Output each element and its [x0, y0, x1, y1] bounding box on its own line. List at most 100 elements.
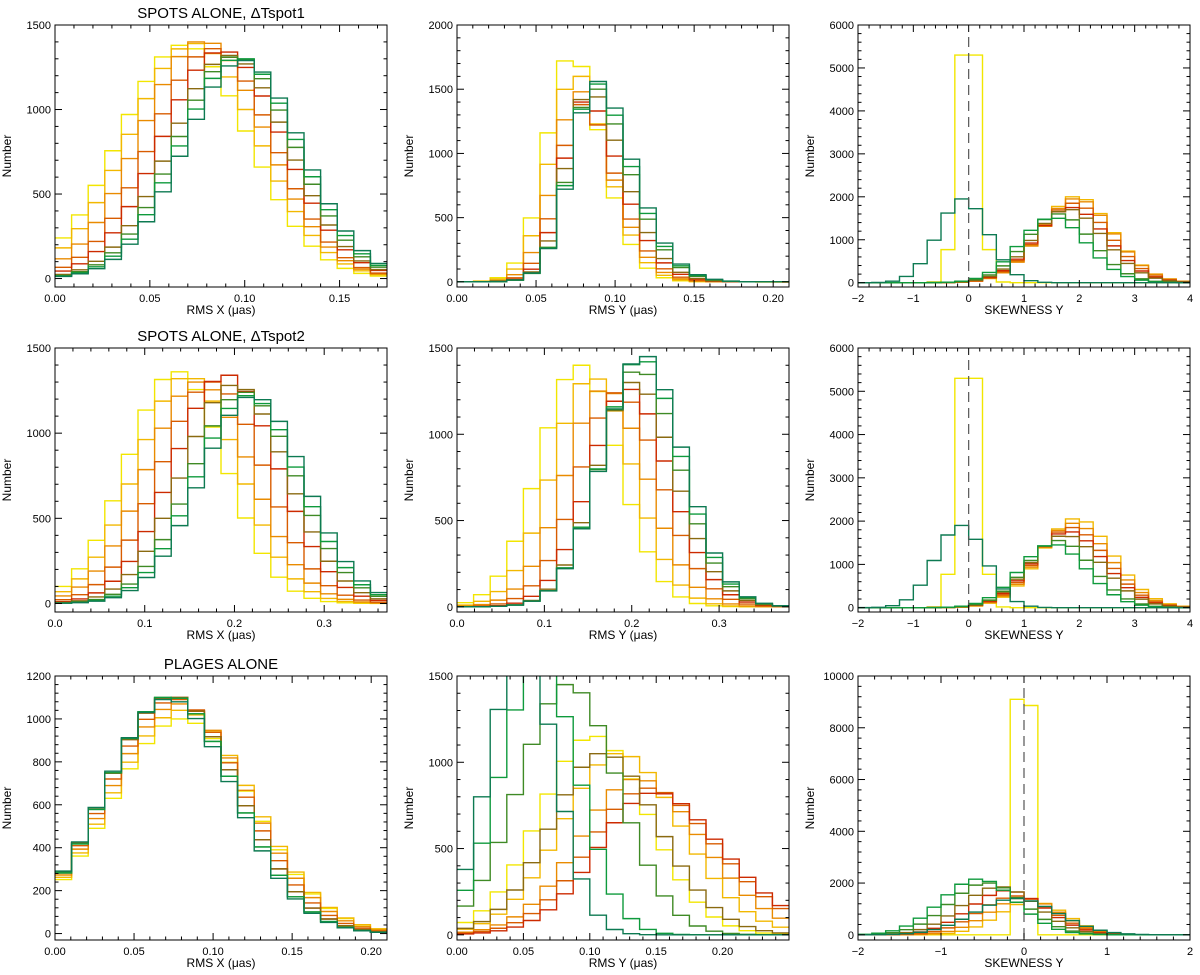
y-tick-label: 0: [447, 930, 453, 942]
panel-title: SPOTS ALONE, ΔTspot2: [137, 328, 305, 345]
y-tick-label: 1000: [27, 105, 51, 117]
y-tick-label: 500: [33, 189, 51, 201]
y-tick-label: 1000: [429, 757, 453, 769]
plot-frame: [456, 347, 790, 613]
x-tick-label: 1: [1021, 293, 1027, 305]
y-tick-label: 1500: [429, 343, 453, 355]
x-axis-label: RMS X (μas): [187, 628, 256, 642]
x-axis-label: RMS X (μas): [187, 303, 256, 317]
y-tick-label: 1500: [27, 20, 51, 32]
histogram-series-1: [457, 752, 789, 930]
x-tick-label: 0.00: [44, 293, 65, 305]
histogram-series-4: [55, 374, 387, 603]
x-tick-label: 0.1: [137, 618, 152, 630]
y-tick-label: 5000: [830, 386, 854, 398]
y-axis-label: Number: [803, 459, 817, 502]
histogram-series-8: [858, 198, 1190, 284]
x-tick-label: 0.0: [47, 618, 62, 630]
y-tick-label: 4000: [830, 430, 854, 442]
x-tick-label: −1: [907, 293, 920, 305]
y-tick-label: 0: [447, 602, 453, 614]
x-tick-label: 0.15: [281, 946, 302, 958]
x-tick-label: 0.20: [712, 946, 733, 958]
y-tick-label: 0: [45, 598, 51, 610]
x-tick-label: −2: [852, 293, 865, 305]
y-tick-label: 1000: [27, 714, 51, 726]
y-tick-label: 2000: [429, 20, 453, 32]
y-axis-label: Number: [0, 459, 14, 502]
y-tick-label: 0: [45, 929, 51, 941]
plot-frame: [54, 675, 388, 941]
x-tick-label: 2: [1187, 946, 1193, 958]
histogram-series-1: [457, 378, 789, 608]
x-tick-label: −2: [852, 946, 865, 958]
y-tick-label: 6000: [830, 775, 854, 787]
x-tick-label: 0.10: [234, 293, 255, 305]
y-tick-label: 1000: [429, 148, 453, 160]
y-axis-label: Number: [402, 459, 416, 502]
histogram-series-5: [457, 752, 789, 934]
x-axis-label: SKEWNESS Y: [984, 628, 1063, 642]
y-axis-label: Number: [803, 787, 817, 830]
chart-panel-p31: 0.00 0.05 0.10 0.15 0.20 0 200 400 600 800 1000 120…: [0, 656, 388, 970]
y-tick-label: 3000: [830, 149, 854, 161]
y-tick-label: 2000: [830, 516, 854, 528]
histogram-series-8: [55, 59, 387, 278]
x-tick-label: 4: [1187, 293, 1193, 305]
y-tick-label: 1000: [830, 559, 854, 571]
chart-panel-p23: −2 −1 0 1 2 3 4 0 1000 2000 3000 4000 5000 6000 SKEWNE…: [803, 343, 1193, 642]
x-tick-label: 1: [1104, 946, 1110, 958]
y-tick-label: 0: [447, 277, 453, 289]
histogram-series-7: [858, 217, 1190, 284]
y-tick-label: 1000: [830, 235, 854, 247]
plot-frame: [54, 347, 388, 613]
y-axis-label: Number: [402, 787, 416, 830]
x-tick-label: 4: [1187, 618, 1193, 630]
y-axis-label: Number: [0, 787, 14, 830]
chart-panel-p33: −2 −1 0 1 2 0 2000 4000 6000 8000 10000 SKEWNESS Y N…: [803, 671, 1193, 970]
x-tick-label: 2: [1076, 293, 1082, 305]
histogram-group: [858, 377, 1190, 609]
chart-panel-p11: 0.00 0.05 0.10 0.15 0 500 1000 1500 RMS X (μas) N…: [0, 5, 388, 317]
chart-panel-p32: 0.00 0.05 0.10 0.15 0.20 0 500 1000 1500 RMS Y (μ…: [402, 671, 790, 970]
x-tick-label: 3: [1132, 293, 1138, 305]
chart-panel-p22: 0.0 0.1 0.2 0.3 0 500 1000 1500 RMS Y (μas) Numbe…: [402, 343, 790, 642]
x-axis-label: SKEWNESS Y: [984, 303, 1063, 317]
x-tick-label: 0.00: [446, 946, 467, 958]
y-tick-label: 8000: [830, 723, 854, 735]
x-tick-label: 0.15: [645, 946, 666, 958]
y-tick-label: 500: [435, 844, 453, 856]
histogram-series-6: [457, 683, 789, 936]
panel-title: PLAGES ALONE: [164, 656, 278, 673]
histogram-series-8: [55, 396, 387, 604]
x-tick-label: 3: [1132, 618, 1138, 630]
x-tick-label: 0.3: [317, 618, 332, 630]
y-axis-label: Number: [803, 135, 817, 178]
y-tick-label: 800: [33, 757, 51, 769]
y-tick-label: 5000: [830, 63, 854, 75]
y-tick-label: 6000: [830, 343, 854, 355]
y-tick-label: 2000: [830, 878, 854, 890]
x-tick-label: 0.10: [202, 946, 223, 958]
histogram-group: [55, 41, 387, 278]
plot-frame: [54, 24, 388, 288]
x-axis-label: RMS Y (μas): [589, 628, 657, 642]
x-tick-label: 0.3: [711, 618, 726, 630]
y-tick-label: 0: [848, 930, 854, 942]
y-tick-label: 500: [435, 516, 453, 528]
x-tick-label: 0.15: [329, 293, 350, 305]
y-tick-label: 1000: [27, 428, 51, 440]
x-tick-label: 0: [1021, 946, 1027, 958]
y-tick-label: 0: [45, 274, 51, 286]
y-tick-label: 400: [33, 843, 51, 855]
histogram-series-5: [55, 384, 387, 604]
panel-title: SPOTS ALONE, ΔTspot1: [137, 5, 305, 22]
y-tick-label: 600: [33, 800, 51, 812]
histogram-group: [457, 60, 789, 283]
x-tick-label: 0.0: [449, 618, 464, 630]
histogram-series-4: [55, 51, 387, 272]
x-tick-label: −1: [907, 618, 920, 630]
y-axis-label: Number: [402, 135, 416, 178]
x-tick-label: 0.00: [44, 946, 65, 958]
